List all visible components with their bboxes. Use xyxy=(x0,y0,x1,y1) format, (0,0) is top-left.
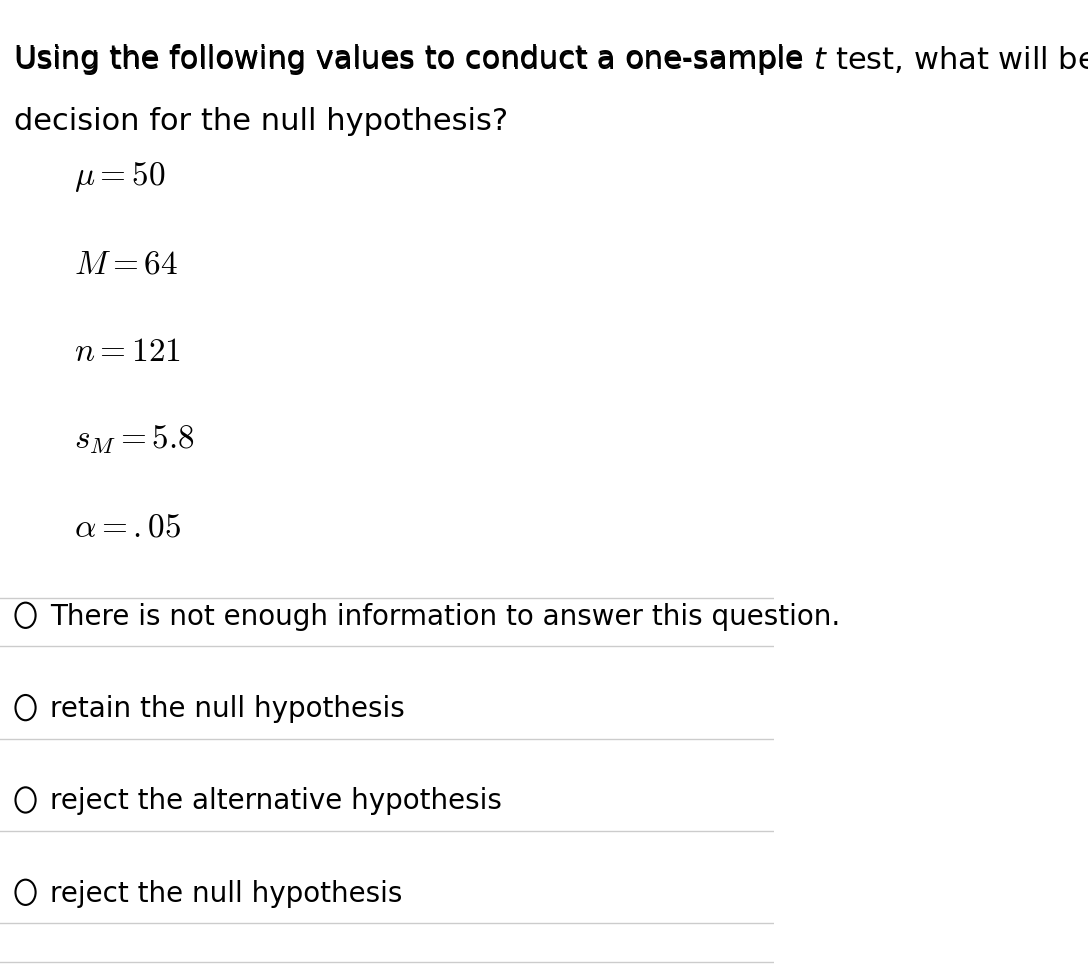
Text: $n = 121$: $n = 121$ xyxy=(74,335,181,368)
Text: $s_M = 5.8$: $s_M = 5.8$ xyxy=(74,423,195,456)
Text: There is not enough information to answer this question.: There is not enough information to answe… xyxy=(50,603,841,631)
Text: $M = 64$: $M = 64$ xyxy=(74,248,177,281)
Text: decision for the null hypothesis?: decision for the null hypothesis? xyxy=(14,107,508,136)
Text: Using the following values to conduct a one-sample $\it{t}$ test, what will be t: Using the following values to conduct a … xyxy=(14,44,1088,77)
Text: Using the following values to conduct a one-sample: Using the following values to conduct a … xyxy=(14,44,813,73)
Text: $\alpha = .05$: $\alpha = .05$ xyxy=(74,510,181,543)
Text: reject the alternative hypothesis: reject the alternative hypothesis xyxy=(50,787,503,816)
Text: reject the null hypothesis: reject the null hypothesis xyxy=(50,880,403,908)
Text: $\mu = 50$: $\mu = 50$ xyxy=(74,160,165,194)
Text: retain the null hypothesis: retain the null hypothesis xyxy=(50,695,405,723)
